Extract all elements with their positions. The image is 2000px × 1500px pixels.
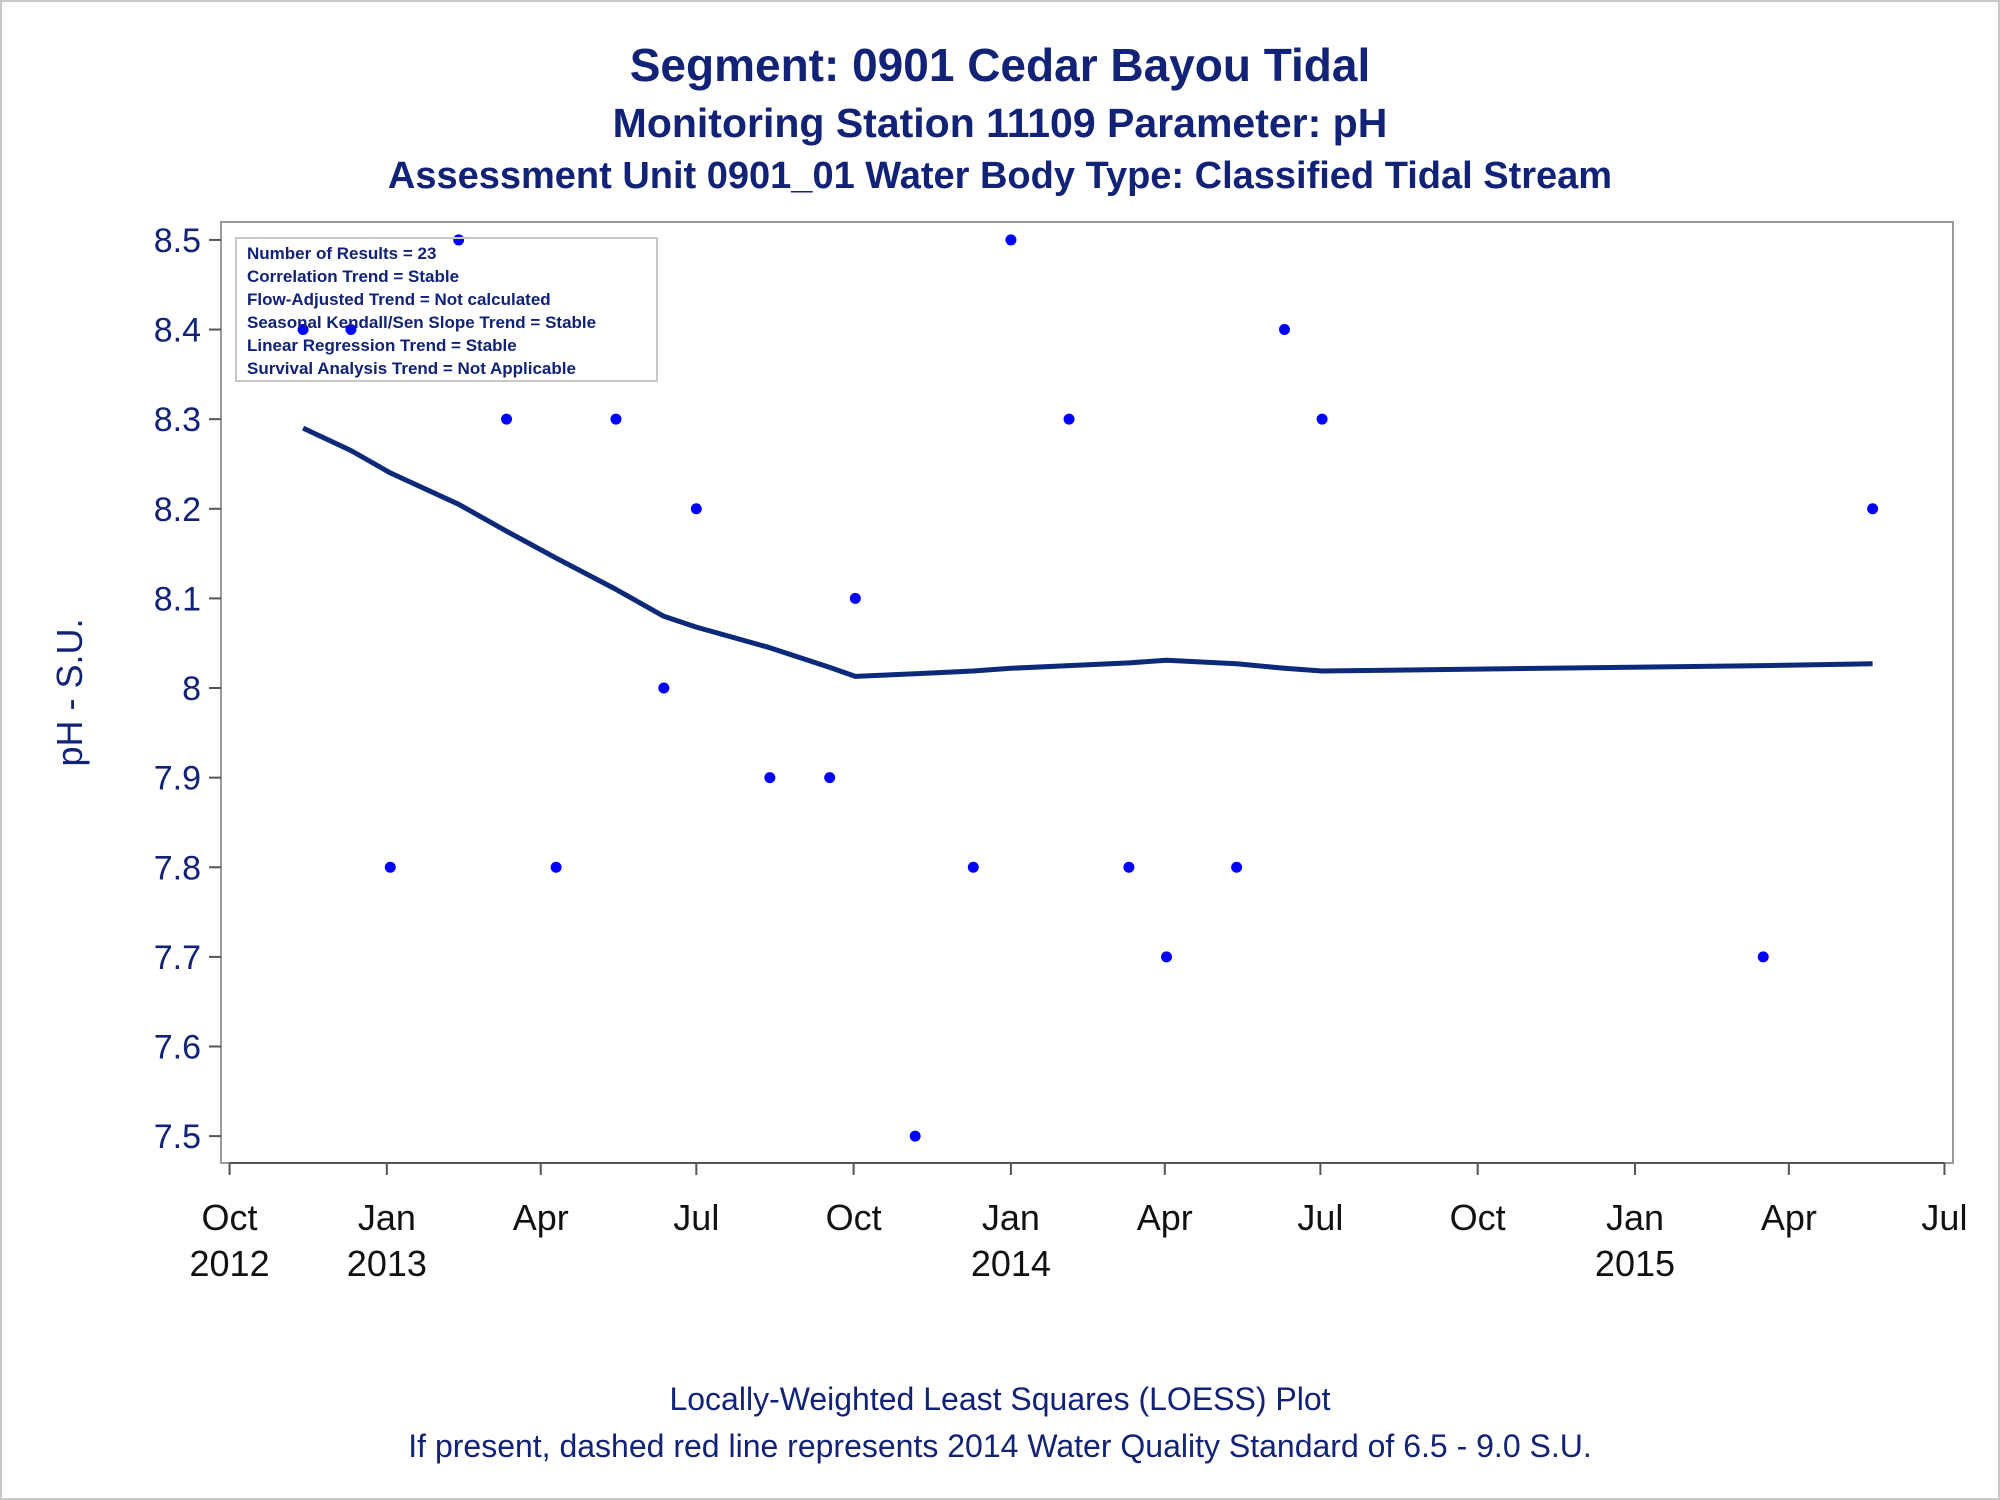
data-point — [764, 772, 776, 784]
data-point — [1005, 234, 1017, 246]
data-point — [1867, 503, 1879, 515]
data-point — [345, 324, 357, 336]
loess-trend-line — [302, 425, 1873, 679]
data-point — [501, 413, 513, 425]
data-point — [1123, 861, 1135, 873]
data-point — [1063, 413, 1075, 425]
inset-box-line: Correlation Trend = Stable — [247, 267, 459, 286]
data-point — [909, 1130, 921, 1142]
y-tick-label: 8.3 — [154, 401, 201, 439]
y-tick-label: 7.6 — [154, 1028, 201, 1066]
data-point — [1316, 413, 1328, 425]
x-tick-label-month: Apr — [513, 1197, 569, 1238]
y-tick-label: 7.9 — [154, 760, 201, 798]
data-point — [1757, 951, 1769, 963]
inset-box-line: Survival Analysis Trend = Not Applicable — [247, 359, 576, 378]
x-tick-label-month: Oct — [1450, 1197, 1506, 1238]
x-tick-label-year: 2015 — [1595, 1243, 1675, 1284]
data-point — [297, 324, 309, 336]
y-tick-label: 7.5 — [154, 1118, 201, 1156]
x-tick-label-month: Jan — [358, 1197, 416, 1238]
data-point — [384, 861, 396, 873]
footnote-loess: Locally-Weighted Least Squares (LOESS) P… — [669, 1381, 1331, 1417]
data-point — [1231, 861, 1243, 873]
y-tick-label: 8.1 — [154, 580, 201, 618]
data-point — [967, 861, 979, 873]
data-point — [690, 503, 702, 515]
x-tick-label-month: Jan — [982, 1197, 1040, 1238]
inset-box-line: Number of Results = 23 — [247, 244, 436, 263]
data-point — [453, 234, 465, 246]
x-tick-label-year: 2012 — [190, 1243, 270, 1284]
footnote-standard: If present, dashed red line represents 2… — [408, 1428, 1592, 1464]
data-point — [610, 413, 622, 425]
data-point — [1161, 951, 1173, 963]
y-axis-label: pH - S.U. — [49, 618, 90, 766]
inset-box-border — [235, 237, 658, 382]
x-tick-label-month: Oct — [202, 1197, 258, 1238]
x-tick-label-month: Oct — [826, 1197, 882, 1238]
y-tick-label: 7.8 — [154, 849, 201, 887]
points-layer — [297, 234, 1879, 1142]
y-tick-label: 8 — [182, 670, 201, 708]
data-point — [849, 592, 861, 604]
inset-box-line: Seasonal Kendall/Sen Slope Trend = Stabl… — [247, 313, 596, 332]
x-tick-label-year: 2013 — [347, 1243, 427, 1284]
x-tick-label-month: Jan — [1606, 1197, 1664, 1238]
inset-box: Number of Results = 23 Correlation Trend … — [235, 237, 658, 382]
axes-layer: 7.5 7.6 7.7 7.8 7.9 8 8.1 8.2 8.3 8.4 8.5 pH - S.U.… — [49, 221, 1967, 1284]
x-tick-label-month: Jul — [1297, 1197, 1343, 1238]
x-tick-label-month: Apr — [1137, 1197, 1193, 1238]
y-tick-label: 8.2 — [154, 491, 201, 529]
chart-subtitle-station: Monitoring Station 11109 Parameter: pH — [612, 100, 1388, 146]
y-tick-label: 8.4 — [154, 312, 201, 350]
x-tick-label-month: Apr — [1761, 1197, 1817, 1238]
chart-title: Segment: 0901 Cedar Bayou Tidal — [629, 39, 1371, 91]
data-point — [550, 861, 562, 873]
chart-subtitle-assessment: Assessment Unit 0901_01 Water Body Type:… — [387, 155, 1613, 197]
inset-box-line: Flow-Adjusted Trend = Not calculated — [247, 290, 551, 309]
y-tick-label: 7.7 — [154, 939, 201, 977]
loess-line-layer — [302, 425, 1873, 679]
data-point — [1278, 324, 1290, 336]
x-tick-label-month: Jul — [673, 1197, 719, 1238]
x-tick-label-year: 2014 — [971, 1243, 1051, 1284]
data-point — [824, 772, 836, 784]
x-tick-label-month: Jul — [1921, 1197, 1967, 1238]
y-tick-label: 8.5 — [154, 222, 201, 260]
inset-box-line: Linear Regression Trend = Stable — [247, 336, 517, 355]
data-point — [658, 682, 670, 694]
